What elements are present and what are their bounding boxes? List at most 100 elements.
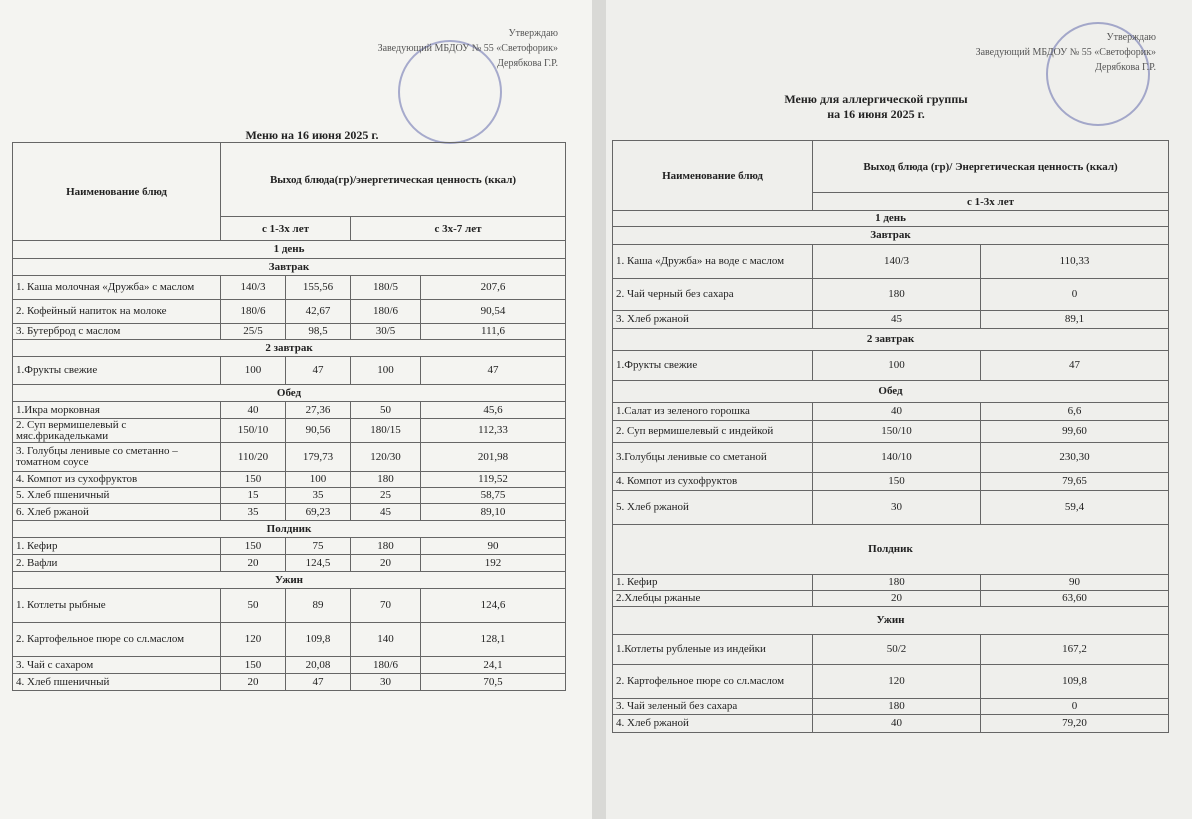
table-row: 1. Кефир 150 75 180 90 (12, 537, 567, 555)
dish-name: 2. Вафли (12, 554, 221, 572)
dish-value: 79,65 (980, 472, 1169, 491)
table-row: 1.Фрукты свежие 100 47 (612, 350, 1169, 381)
header-cell: Наименование блюд (12, 142, 221, 241)
dish-value: 47 (419, 356, 567, 385)
section-label: Полдник (11, 520, 567, 538)
dish-name: 1.Фрукты свежие (612, 350, 813, 381)
dish-value: 140/10 (812, 442, 981, 473)
dish-name: 1.Икра морковная (12, 401, 221, 419)
dish-value: 40 (812, 714, 981, 733)
dish-name: 2. Суп вермишелевый с индейкой (612, 420, 813, 443)
approval-line: Дерябкова Г.Р. (497, 58, 558, 69)
dish-name: 1.Котлеты рубленые из индейки (612, 634, 813, 665)
dish-name: 2. Суп вермишелевый с мяс.фрикадельками (12, 418, 221, 443)
dish-name: 5. Хлеб пшеничный (12, 487, 221, 504)
age-group: с 1-3х лет (220, 216, 351, 241)
dish-value: 150 (220, 471, 286, 488)
table-row: Ужин (11, 571, 567, 589)
age-group: с 3х-7 лет (349, 216, 567, 241)
table-row: Полдник (612, 524, 1169, 575)
dish-value: 180/6 (350, 299, 421, 324)
table-row: 1. Кефир 180 90 (612, 574, 1169, 591)
header-cell: Выход блюда (гр)/ Энергетическая ценност… (812, 140, 1169, 193)
dish-value: 0 (980, 698, 1169, 715)
dish-value: 90,56 (285, 418, 351, 443)
table-row: 1 день (11, 240, 567, 259)
header-row: Наименование блюд Выход блюда(гр)/энергет… (12, 142, 567, 241)
table-row: 1 день (612, 210, 1169, 227)
dish-value: 50 (350, 401, 421, 419)
table-row: 4. Компот из сухофруктов 150 100 180 119,52 (12, 471, 567, 488)
table-row: 2. Вафли 20 124,5 20 192 (12, 554, 567, 572)
dish-value: 150/10 (220, 418, 286, 443)
dish-name: 3. Голубцы ленивые со сметанно –томатном… (12, 442, 221, 472)
dish-value: 47 (285, 356, 351, 385)
dish-name: 2. Картофельное пюре со сл.маслом (612, 664, 813, 699)
approval-line: Заведующий МБДОУ № 55 «Светофорик» (377, 43, 558, 54)
dish-value: 150 (220, 537, 286, 555)
table-row: 2. Картофельное пюре со сл.маслом 120 109,… (12, 622, 567, 657)
menu-table: Наименование блюд Выход блюда(гр)/энергет… (11, 142, 567, 691)
dish-name: 5. Хлеб ржаной (612, 490, 813, 525)
dish-value: 35 (285, 487, 351, 504)
table-row: 3. Чай с сахаром 150 20,08 180/6 24,1 (12, 656, 567, 674)
dish-value: 20 (350, 554, 421, 572)
section-label: 2 завтрак (11, 339, 567, 357)
dish-name: 4. Компот из сухофруктов (12, 471, 221, 488)
table-row: 5. Хлеб пшеничный 15 35 25 58,75 (12, 487, 567, 504)
table-row: 2. Картофельное пюре со сл.маслом 120 109,… (612, 664, 1169, 699)
dish-value: 110,33 (980, 244, 1169, 279)
dish-value: 20 (220, 673, 286, 691)
dish-value: 100 (812, 350, 981, 381)
dish-value: 0 (980, 278, 1169, 311)
dish-value: 35 (220, 503, 286, 521)
dish-value: 89,10 (419, 503, 567, 521)
table-row: 1. Каша «Дружба» на воде с маслом 140/3 11… (612, 244, 1169, 279)
dish-value: 45 (812, 310, 981, 329)
table-row: Обед (612, 380, 1169, 403)
table-row: 2. Чай черный без сахара 180 0 (612, 278, 1169, 311)
dish-value: 90 (419, 537, 567, 555)
table-row: Завтрак (612, 226, 1169, 245)
table-row: 4. Хлеб пшеничный 20 47 30 70,5 (12, 673, 567, 691)
dish-name: 2. Картофельное пюре со сл.маслом (12, 622, 221, 657)
table-row: Завтрак (11, 258, 567, 276)
table-row: 2 завтрак (11, 339, 567, 357)
section-label: Завтрак (11, 258, 567, 276)
dish-value: 180/6 (220, 299, 286, 324)
dish-value: 167,2 (980, 634, 1169, 665)
dish-name: 3. Чай с сахаром (12, 656, 221, 674)
dish-value: 30 (812, 490, 981, 525)
dish-name: 3. Чай зеленый без сахара (612, 698, 813, 715)
dish-name: 4. Компот из сухофруктов (612, 472, 813, 491)
dish-name: 1. Кефир (612, 574, 813, 591)
title: Меню на 16 июня 2025 г. (12, 128, 612, 143)
dish-value: 180/5 (350, 275, 421, 300)
table-row: 1. Котлеты рыбные 50 89 70 124,6 (12, 588, 567, 623)
dish-name: 2.Хлебцы ржаные (612, 590, 813, 607)
title-line: Меню для аллергической группы (784, 92, 968, 106)
dish-value: 45,6 (419, 401, 567, 419)
header-cell: Выход блюда(гр)/энергетическая ценность … (219, 142, 567, 217)
dish-value: 6,6 (980, 402, 1169, 421)
dish-value: 207,6 (419, 275, 567, 300)
dish-value: 128,1 (419, 622, 567, 657)
table-row: Полдник (11, 520, 567, 538)
dish-value: 42,67 (285, 299, 351, 324)
dish-value: 99,60 (980, 420, 1169, 443)
dish-value: 124,6 (419, 588, 567, 623)
table-row: 5. Хлеб ржаной 30 59,4 (612, 490, 1169, 525)
header-cell: Наименование блюд (612, 140, 813, 211)
dish-value: 25/5 (220, 323, 286, 340)
dish-value: 140/3 (812, 244, 981, 279)
table-row: 3. Бутерброд с маслом 25/5 98,5 30/5 111,6 (12, 323, 567, 340)
dish-name: 4. Хлеб пшеничный (12, 673, 221, 691)
section-label: Обед (612, 380, 1169, 403)
dish-value: 25 (350, 487, 421, 504)
table-row: Обед (11, 384, 567, 402)
dish-value: 150 (812, 472, 981, 491)
title: Меню для аллергической группы на 16 июня … (726, 92, 1026, 122)
stamp (1046, 22, 1150, 126)
dish-value: 192 (419, 554, 567, 572)
dish-value: 100 (220, 356, 286, 385)
